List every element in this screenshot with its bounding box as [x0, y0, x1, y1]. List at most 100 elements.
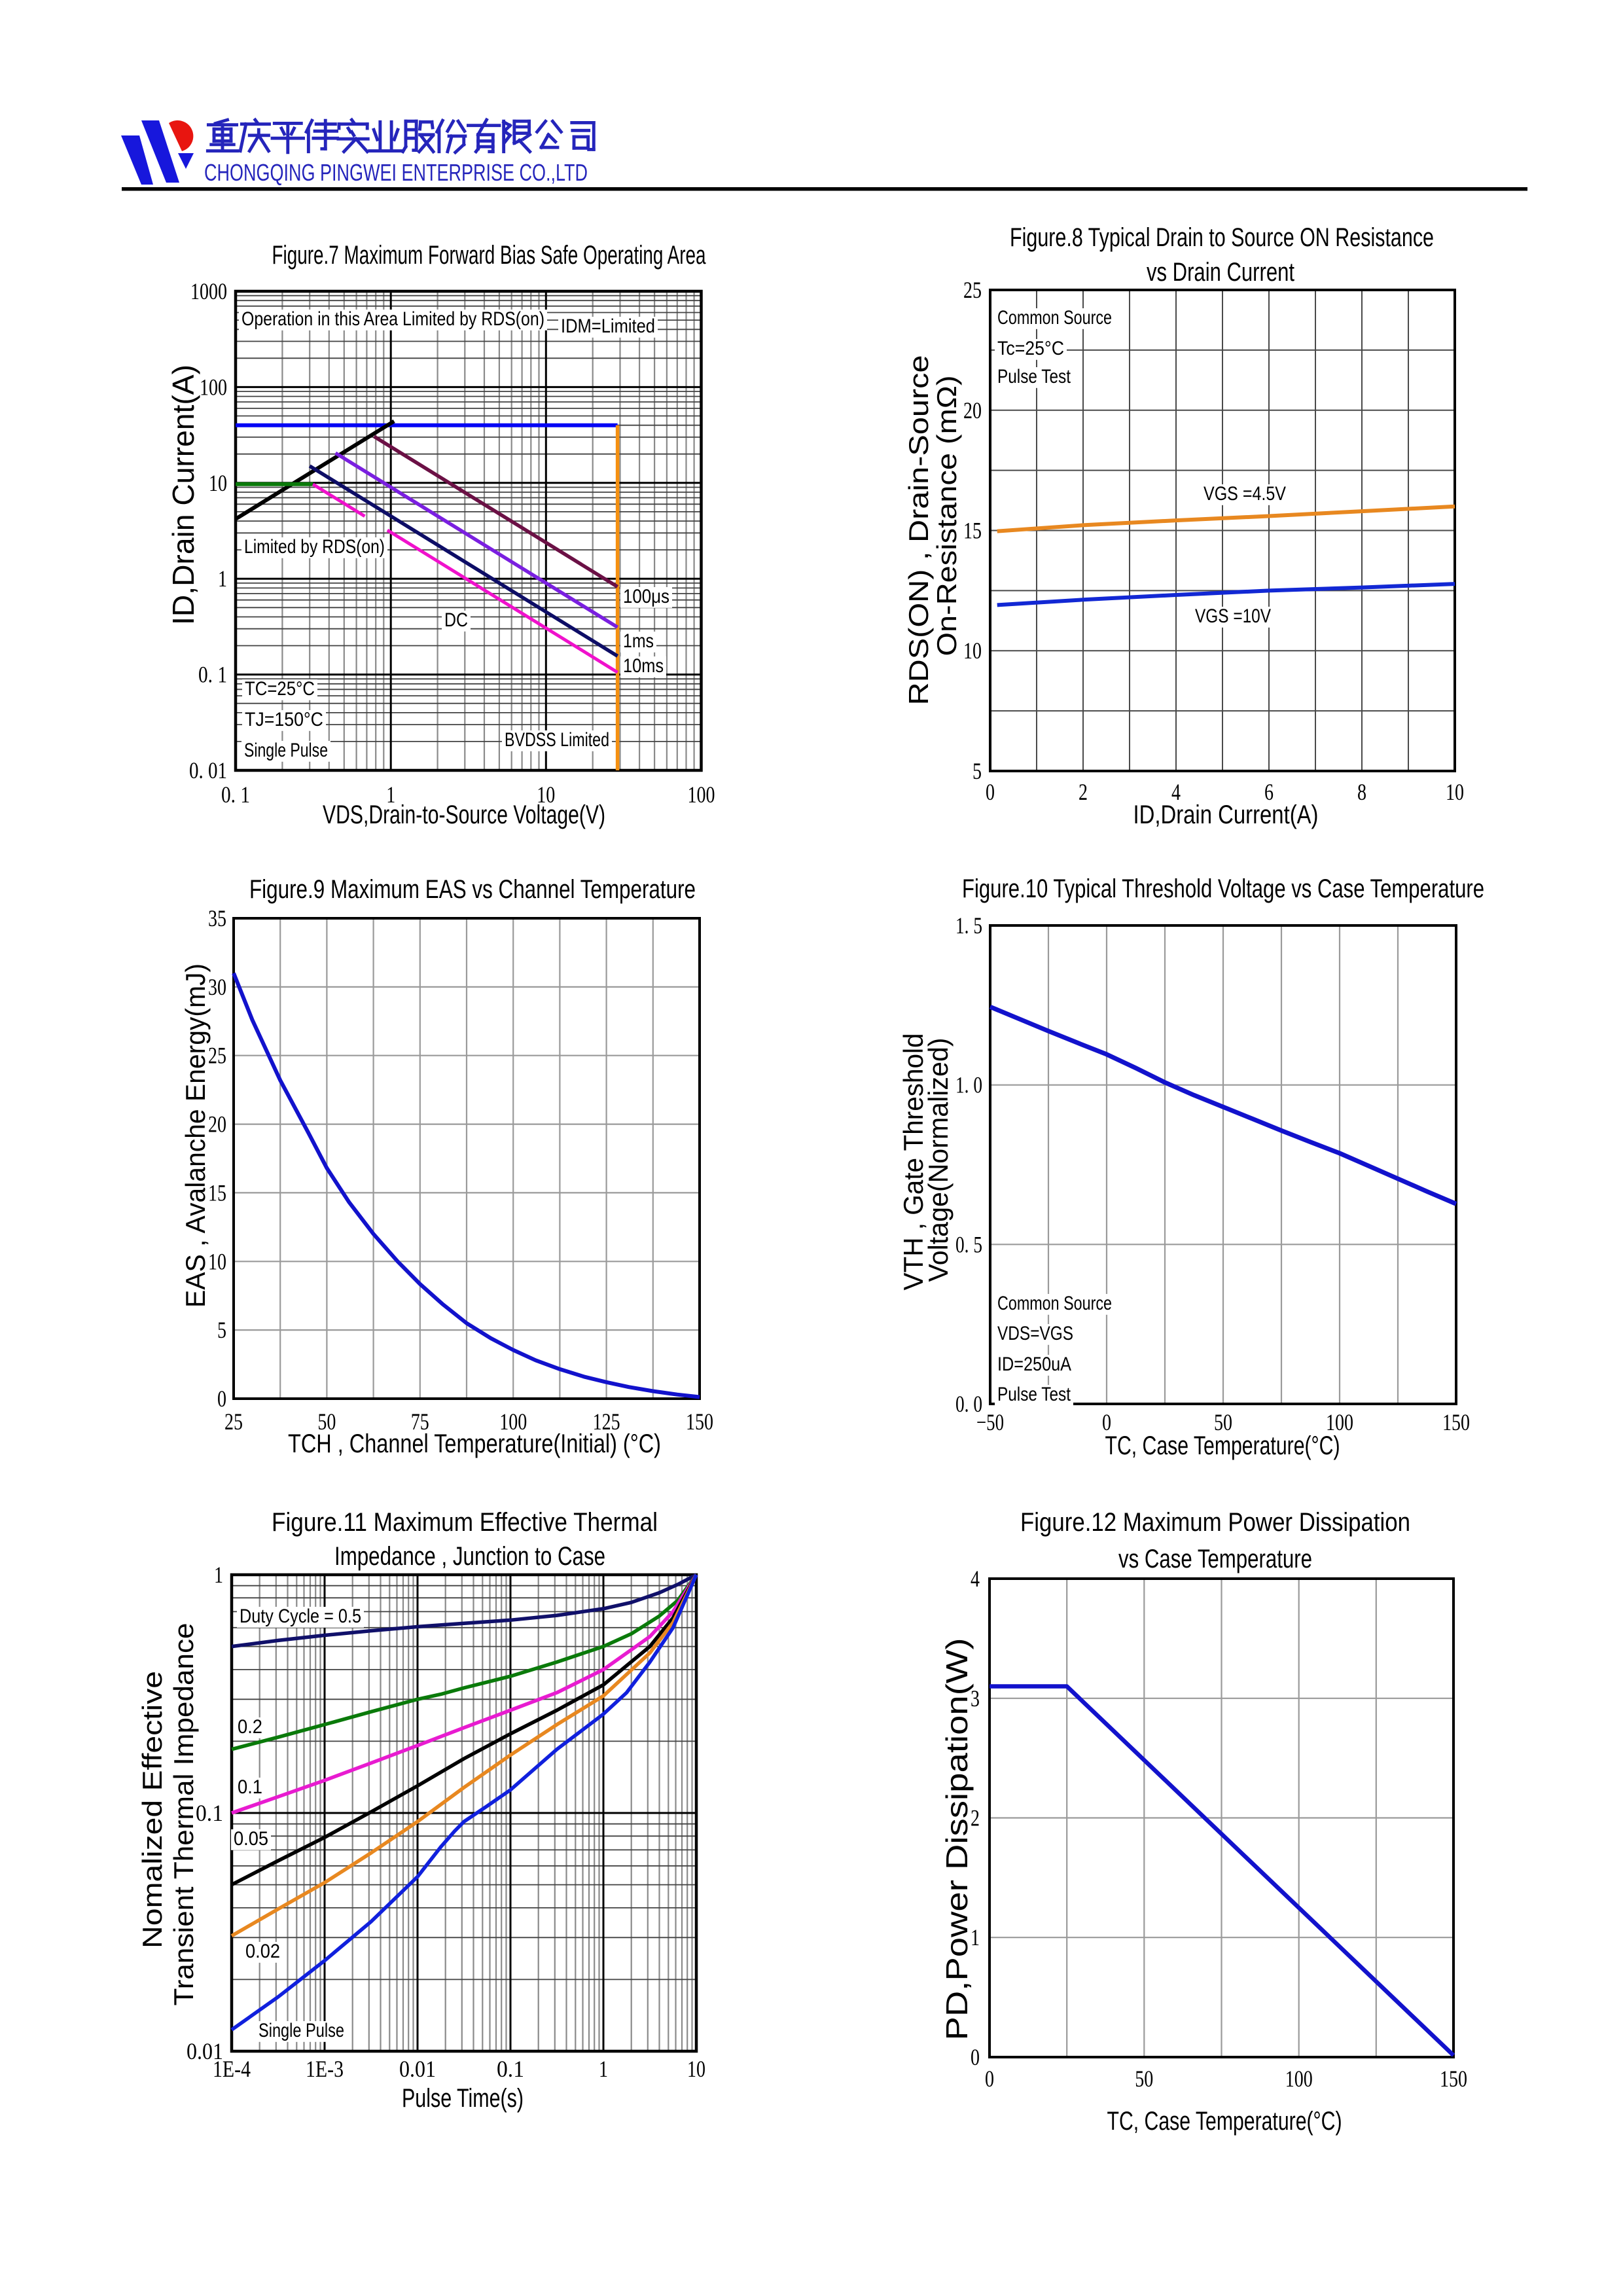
svg-text:1. 5: 1. 5: [955, 912, 982, 939]
svg-text:25: 25: [963, 277, 982, 303]
svg-text:0.01: 0.01: [399, 2056, 436, 2082]
svg-text:10ms: 10ms: [623, 655, 664, 677]
svg-text:IDM=Limited: IDM=Limited: [561, 315, 655, 337]
svg-text:Figure.7 Maximum Forward Bias: Figure.7 Maximum Forward Bias Safe Opera…: [272, 241, 707, 270]
svg-text:10: 10: [687, 2056, 705, 2082]
svg-text:0.1: 0.1: [238, 1776, 262, 1798]
svg-text:Limited by RDS(on): Limited by RDS(on): [244, 536, 385, 558]
svg-text:VGS =4.5V: VGS =4.5V: [1204, 483, 1286, 505]
svg-text:8: 8: [1357, 779, 1366, 805]
svg-text:1: 1: [971, 1924, 980, 1950]
svg-text:Figure.9 Maximum EAS vs Channe: Figure.9 Maximum EAS vs Channel Temperat…: [249, 875, 696, 904]
svg-text:2: 2: [971, 1805, 980, 1831]
svg-text:50: 50: [317, 1408, 336, 1435]
svg-text:0.2: 0.2: [238, 1716, 262, 1738]
svg-text:100: 100: [1326, 1409, 1353, 1435]
svg-text:ID,Drain Current(A): ID,Drain Current(A): [1133, 800, 1319, 829]
svg-text:100: 100: [499, 1408, 527, 1435]
svg-text:15: 15: [208, 1179, 226, 1206]
svg-text:4: 4: [1171, 779, 1181, 805]
svg-text:TC, Case Temperature(°C): TC, Case Temperature(°C): [1105, 1431, 1340, 1460]
svg-text:0.02: 0.02: [245, 1941, 280, 1962]
svg-text:PD,Power Dissipation(W): PD,Power Dissipation(W): [940, 1638, 974, 2041]
svg-text:Voltage(Normalized): Voltage(Normalized): [923, 1038, 954, 1282]
svg-text:100μs: 100μs: [623, 586, 669, 607]
svg-text:0: 0: [217, 1386, 226, 1412]
svg-text:1E-3: 1E-3: [306, 2056, 344, 2082]
svg-text:Nomalized Effective: Nomalized Effective: [137, 1671, 168, 1948]
svg-text:Impedance , Junction to Case: Impedance , Junction to Case: [334, 1542, 605, 1571]
svg-text:0.1: 0.1: [196, 1800, 223, 1826]
svg-text:CHONGQING PINGWEI ENTERPRISE C: CHONGQING PINGWEI ENTERPRISE CO.,LTD: [204, 159, 588, 186]
svg-text:100: 100: [688, 781, 715, 808]
svg-text:50: 50: [1214, 1409, 1232, 1435]
svg-text:10: 10: [1446, 779, 1464, 805]
svg-text:100: 100: [200, 374, 227, 400]
svg-text:25: 25: [224, 1408, 243, 1435]
svg-text:0. 1: 0. 1: [198, 662, 227, 688]
svg-text:EAS , Avalanche Energy(mJ): EAS , Avalanche Energy(mJ): [180, 963, 211, 1308]
svg-text:5: 5: [972, 758, 982, 784]
svg-text:1: 1: [599, 2056, 608, 2082]
svg-text:25: 25: [208, 1043, 226, 1069]
svg-text:VDS,Drain-to-Source Voltage(V): VDS,Drain-to-Source Voltage(V): [323, 800, 605, 829]
svg-text:5: 5: [217, 1317, 226, 1343]
svg-text:150: 150: [686, 1408, 713, 1435]
svg-text:10: 10: [537, 781, 555, 808]
svg-text:75: 75: [411, 1408, 429, 1435]
svg-text:Common Source: Common Source: [997, 307, 1112, 329]
svg-text:100: 100: [1285, 2066, 1313, 2092]
svg-text:RDS(ON) , Drain-Source: RDS(ON) , Drain-Source: [903, 355, 934, 706]
svg-text:TCH , Channel Temperature(Init: TCH , Channel Temperature(Initial) (°C): [288, 1429, 661, 1458]
svg-text:DC: DC: [444, 609, 468, 631]
svg-text:On-Resistance (mΩ): On-Resistance (mΩ): [931, 376, 962, 656]
svg-text:Single Pulse: Single Pulse: [244, 740, 328, 761]
svg-text:Single Pulse: Single Pulse: [259, 2020, 344, 2041]
svg-text:Duty Cycle = 0.5: Duty Cycle = 0.5: [240, 1605, 361, 1627]
svg-text:0. 01: 0. 01: [189, 757, 227, 783]
svg-text:30: 30: [208, 974, 226, 1000]
svg-text:Tc=25°C: Tc=25°C: [997, 338, 1064, 359]
svg-text:−50: −50: [976, 1409, 1004, 1435]
svg-text:VTH , Gate Threshold: VTH , Gate Threshold: [898, 1033, 929, 1291]
svg-text:Figure.8 Typical Drain to Sour: Figure.8 Typical Drain to Source ON Resi…: [1010, 223, 1434, 252]
svg-text:0.1: 0.1: [497, 2056, 524, 2082]
svg-text:Pulse Test: Pulse Test: [997, 1384, 1071, 1405]
svg-text:0.05: 0.05: [234, 1828, 268, 1850]
svg-text:10: 10: [209, 470, 227, 496]
svg-text:0.01: 0.01: [187, 2038, 223, 2064]
svg-text:1: 1: [386, 781, 395, 808]
svg-text:10: 10: [208, 1248, 226, 1274]
svg-text:0: 0: [986, 779, 995, 805]
svg-text:150: 150: [1440, 2066, 1467, 2092]
svg-text:1E-4: 1E-4: [213, 2056, 251, 2082]
svg-text:10: 10: [963, 637, 982, 664]
svg-text:0. 1: 0. 1: [221, 781, 250, 808]
svg-text:ID=250uA: ID=250uA: [997, 1354, 1071, 1375]
svg-text:4: 4: [971, 1566, 980, 1592]
svg-text:Figure.11 Maximum Effective Th: Figure.11 Maximum Effective Thermal: [272, 1508, 658, 1537]
svg-text:15: 15: [963, 518, 982, 544]
svg-text:0: 0: [971, 2044, 980, 2070]
svg-text:Operation in this Area Limited: Operation in this Area Limited by RDS(on…: [241, 308, 544, 330]
svg-text:VGS =10V: VGS =10V: [1195, 605, 1271, 627]
svg-text:1: 1: [218, 565, 227, 592]
svg-text:125: 125: [593, 1408, 620, 1435]
svg-text:1: 1: [214, 1562, 223, 1588]
svg-text:0. 0: 0. 0: [955, 1391, 982, 1417]
svg-text:Common Source: Common Source: [997, 1293, 1112, 1314]
svg-text:1ms: 1ms: [623, 630, 654, 652]
svg-text:TJ=150°C: TJ=150°C: [245, 709, 323, 730]
svg-text:20: 20: [963, 397, 982, 423]
svg-text:Pulse Test: Pulse Test: [997, 366, 1071, 387]
svg-text:vs Case Temperature: vs Case Temperature: [1118, 1545, 1312, 1573]
svg-text:TC=25°C: TC=25°C: [245, 678, 315, 700]
svg-text:150: 150: [1442, 1409, 1470, 1435]
svg-text:35: 35: [208, 905, 226, 931]
svg-text:Figure.12 Maximum Power Dissip: Figure.12 Maximum Power Dissipation: [1020, 1508, 1410, 1537]
svg-text:6: 6: [1264, 779, 1274, 805]
svg-text:20: 20: [208, 1111, 226, 1138]
svg-text:1000: 1000: [190, 278, 227, 304]
svg-text:Transient Thermal Impedance: Transient Thermal Impedance: [168, 1623, 199, 2006]
svg-text:ID,Drain Current(A): ID,Drain Current(A): [166, 365, 200, 625]
